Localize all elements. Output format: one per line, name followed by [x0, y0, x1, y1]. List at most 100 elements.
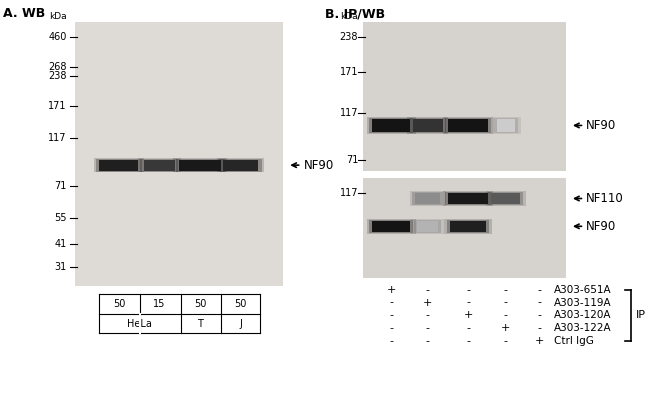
- Bar: [447, 220, 489, 233]
- Text: 55: 55: [55, 212, 67, 223]
- Text: -: -: [389, 323, 393, 333]
- Text: 238: 238: [49, 71, 67, 81]
- Text: -: -: [389, 297, 393, 308]
- Bar: [220, 158, 261, 172]
- Bar: [222, 160, 258, 171]
- Text: -: -: [466, 323, 470, 333]
- Text: 117: 117: [340, 187, 358, 198]
- Bar: [417, 221, 438, 232]
- Text: NF90: NF90: [586, 119, 617, 132]
- Bar: [369, 220, 413, 233]
- Bar: [445, 118, 491, 133]
- Text: 71: 71: [346, 154, 358, 165]
- Text: 15: 15: [153, 299, 166, 309]
- Text: 268: 268: [49, 62, 67, 73]
- Text: -: -: [504, 310, 508, 320]
- Text: -: -: [466, 335, 470, 346]
- Bar: [179, 160, 221, 171]
- Text: -: -: [504, 285, 508, 295]
- Bar: [96, 158, 142, 172]
- Text: 50: 50: [234, 299, 247, 309]
- Bar: [138, 158, 181, 172]
- Bar: [443, 191, 493, 206]
- Bar: [372, 119, 410, 132]
- Text: J: J: [239, 318, 242, 329]
- Bar: [491, 118, 521, 133]
- Bar: [372, 221, 410, 232]
- Text: -: -: [466, 285, 470, 295]
- Text: A303-120A: A303-120A: [554, 310, 611, 320]
- Text: -: -: [504, 335, 508, 346]
- Text: -: -: [466, 297, 470, 308]
- Bar: [443, 118, 493, 133]
- Bar: [488, 192, 523, 205]
- Bar: [176, 158, 225, 172]
- Bar: [450, 221, 486, 232]
- Text: 50: 50: [112, 299, 125, 309]
- Bar: [491, 193, 520, 204]
- Bar: [144, 160, 175, 171]
- Text: -: -: [538, 310, 541, 320]
- Bar: [445, 219, 491, 233]
- Bar: [448, 193, 488, 204]
- Text: T: T: [197, 318, 203, 329]
- Bar: [486, 191, 526, 206]
- Text: +: +: [463, 310, 473, 320]
- Text: 41: 41: [55, 239, 67, 249]
- Bar: [414, 220, 441, 233]
- Bar: [411, 219, 444, 233]
- Bar: [217, 158, 264, 172]
- Text: NF90: NF90: [586, 220, 617, 233]
- Text: 31: 31: [55, 262, 67, 272]
- Text: NF90: NF90: [304, 159, 334, 172]
- Bar: [413, 119, 443, 132]
- Bar: [140, 158, 178, 172]
- Bar: [367, 219, 416, 233]
- Text: -: -: [426, 310, 430, 320]
- Text: 117: 117: [49, 133, 67, 143]
- Bar: [363, 178, 566, 278]
- Text: +: +: [501, 323, 510, 333]
- Bar: [94, 158, 144, 172]
- Text: A303-651A: A303-651A: [554, 285, 612, 295]
- Text: A. WB: A. WB: [3, 7, 46, 20]
- Text: -: -: [426, 285, 430, 295]
- Text: 460: 460: [49, 31, 67, 42]
- Text: HeLa: HeLa: [127, 318, 151, 329]
- Text: -: -: [538, 285, 541, 295]
- Bar: [369, 118, 413, 133]
- Text: +: +: [535, 335, 544, 346]
- Text: -: -: [538, 323, 541, 333]
- Text: kDa: kDa: [341, 12, 358, 21]
- Bar: [497, 119, 515, 132]
- Text: B. IP/WB: B. IP/WB: [325, 7, 385, 20]
- Bar: [448, 119, 488, 132]
- Text: 171: 171: [340, 67, 358, 77]
- Bar: [367, 118, 416, 133]
- Text: +: +: [387, 285, 396, 295]
- Text: -: -: [389, 335, 393, 346]
- Bar: [407, 118, 448, 133]
- Text: +: +: [423, 297, 432, 308]
- Text: 50: 50: [194, 299, 207, 309]
- Text: 71: 71: [55, 181, 67, 191]
- Text: -: -: [538, 297, 541, 308]
- Text: 171: 171: [49, 101, 67, 112]
- Text: A303-119A: A303-119A: [554, 297, 612, 308]
- Text: -: -: [504, 297, 508, 308]
- Text: -: -: [426, 323, 430, 333]
- Bar: [493, 118, 518, 133]
- Bar: [415, 193, 440, 204]
- Bar: [445, 192, 491, 205]
- Text: IP: IP: [636, 310, 645, 320]
- Bar: [412, 192, 443, 205]
- Text: -: -: [426, 335, 430, 346]
- Text: A303-122A: A303-122A: [554, 323, 612, 333]
- Bar: [363, 22, 566, 171]
- Bar: [99, 160, 138, 171]
- Bar: [410, 118, 446, 133]
- Text: -: -: [389, 310, 393, 320]
- Text: NF110: NF110: [586, 192, 624, 205]
- Text: Ctrl IgG: Ctrl IgG: [554, 335, 593, 346]
- Text: kDa: kDa: [49, 12, 67, 21]
